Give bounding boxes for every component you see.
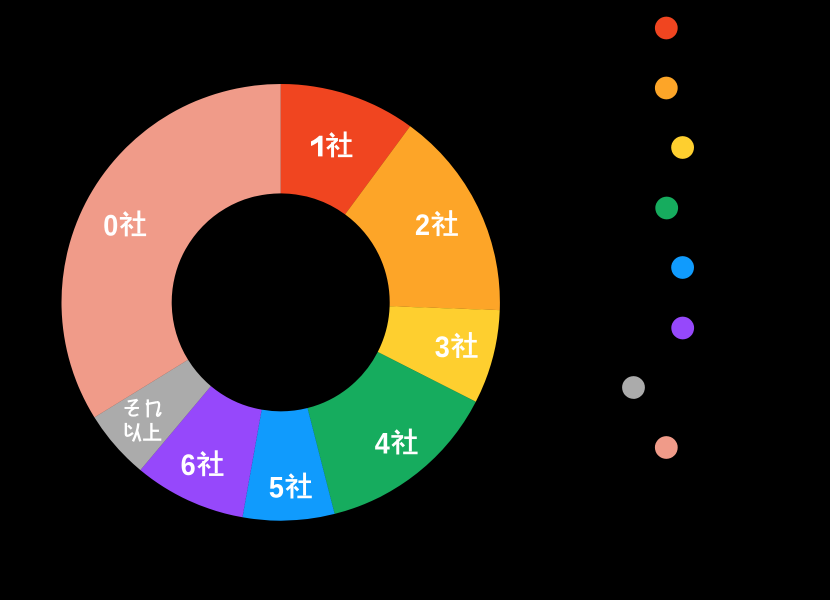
svg-text:3: 3 xyxy=(435,331,450,365)
svg-text:2: 2 xyxy=(415,209,430,243)
svg-text:0: 0 xyxy=(103,209,118,243)
svg-text:6: 6 xyxy=(181,449,196,483)
svg-text:5: 5 xyxy=(269,471,284,505)
svg-text:4: 4 xyxy=(375,427,390,461)
